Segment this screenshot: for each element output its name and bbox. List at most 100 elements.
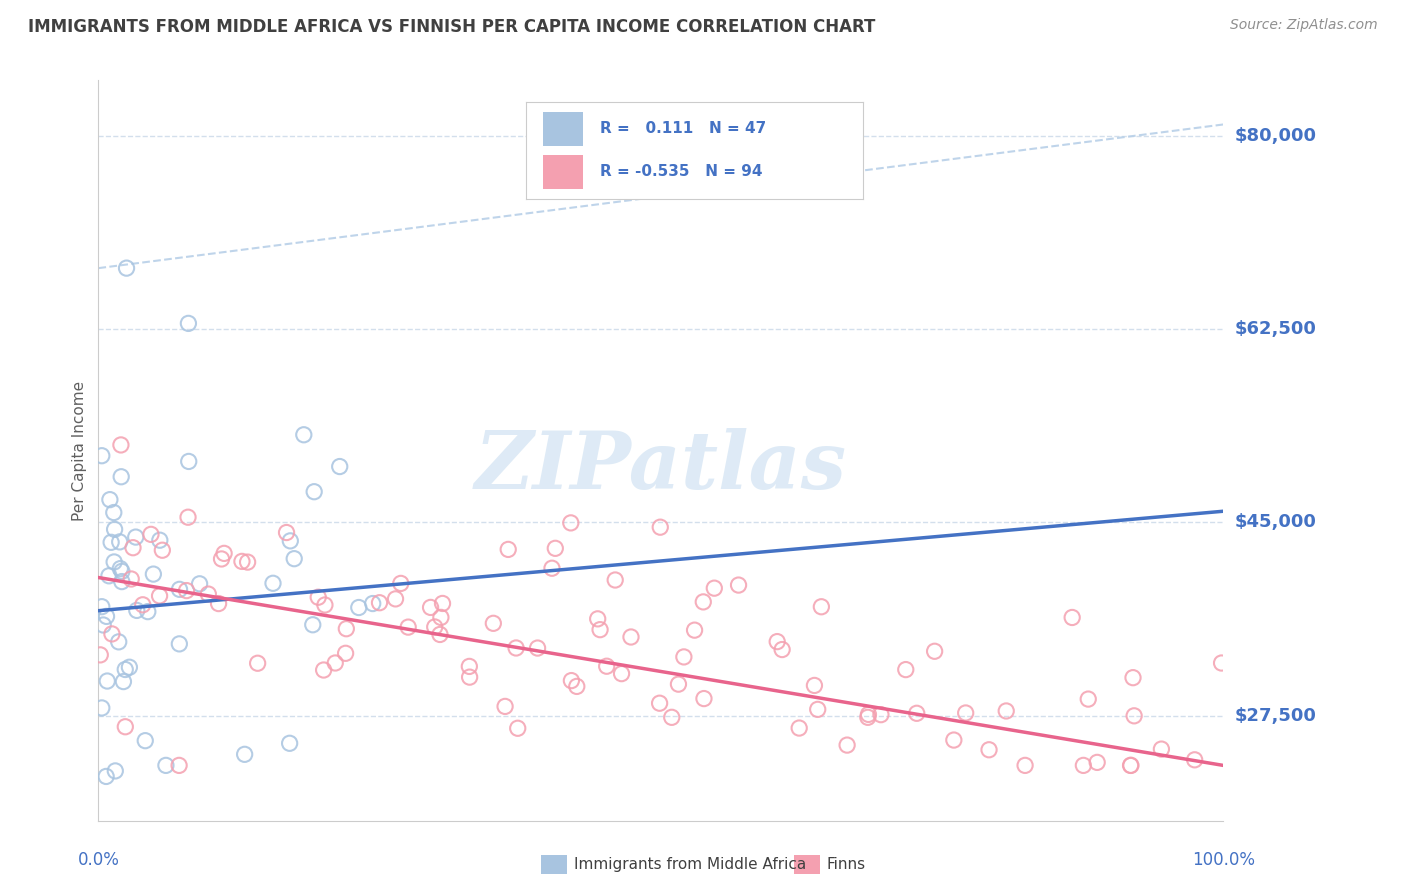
Point: [683, 623, 706, 637]
Point: [98, 492, 121, 507]
Point: [384, 591, 406, 606]
Point: [110, 438, 132, 452]
Point: [108, 534, 131, 549]
Point: [995, 704, 1018, 718]
Point: [1150, 742, 1173, 756]
Point: [693, 691, 716, 706]
Point: [278, 533, 301, 548]
Y-axis label: Per Capita Income: Per Capita Income: [72, 380, 87, 521]
Point: [905, 706, 928, 721]
Point: [323, 656, 346, 670]
Point: [118, 660, 141, 674]
Text: 100.0%: 100.0%: [1192, 851, 1254, 869]
Point: [942, 733, 965, 747]
Point: [560, 673, 582, 688]
Point: [1211, 656, 1233, 670]
Text: ZIPatlas: ZIPatlas: [475, 428, 846, 506]
Point: [396, 620, 419, 634]
Point: [262, 576, 284, 591]
Point: [610, 666, 633, 681]
Point: [122, 541, 145, 555]
Point: [283, 551, 305, 566]
Point: [541, 561, 564, 575]
Point: [110, 469, 132, 483]
Point: [1073, 758, 1095, 772]
Point: [211, 552, 233, 566]
Point: [977, 743, 1000, 757]
Point: [770, 642, 793, 657]
Point: [482, 616, 505, 631]
Text: 0.0%: 0.0%: [77, 851, 120, 869]
Point: [114, 720, 136, 734]
Point: [110, 561, 132, 575]
Point: [430, 610, 453, 624]
Point: [432, 597, 454, 611]
Point: [246, 657, 269, 671]
Point: [100, 535, 122, 549]
Point: [1184, 753, 1206, 767]
Point: [177, 317, 200, 331]
Point: [423, 620, 446, 634]
Point: [668, 677, 690, 691]
Point: [419, 600, 441, 615]
Point: [605, 573, 627, 587]
Point: [125, 530, 148, 544]
Point: [1077, 692, 1099, 706]
Point: [703, 581, 725, 595]
Point: [103, 555, 125, 569]
Point: [496, 542, 519, 557]
Point: [177, 454, 200, 468]
Point: [111, 574, 134, 589]
Point: [1085, 756, 1108, 770]
Point: [589, 623, 612, 637]
Point: [103, 506, 125, 520]
Point: [526, 641, 548, 656]
Point: [329, 459, 352, 474]
Point: [314, 598, 336, 612]
Point: [727, 578, 749, 592]
Point: [544, 541, 567, 556]
Point: [335, 622, 357, 636]
Point: [955, 706, 977, 720]
Point: [176, 583, 198, 598]
Point: [169, 637, 191, 651]
Point: [132, 598, 155, 612]
Point: [96, 609, 118, 624]
Point: [120, 572, 142, 586]
Point: [148, 589, 170, 603]
Point: [1062, 610, 1084, 624]
Point: [98, 569, 121, 583]
Point: [506, 721, 529, 735]
Point: [368, 596, 391, 610]
Point: [89, 648, 111, 662]
Point: [692, 595, 714, 609]
Text: $62,500: $62,500: [1234, 320, 1316, 338]
Text: IMMIGRANTS FROM MIDDLE AFRICA VS FINNISH PER CAPITA INCOME CORRELATION CHART: IMMIGRANTS FROM MIDDLE AFRICA VS FINNISH…: [28, 18, 876, 36]
Point: [231, 554, 253, 568]
Point: [96, 673, 118, 688]
Point: [803, 678, 825, 692]
Point: [924, 644, 946, 658]
Point: [1123, 708, 1146, 723]
Point: [837, 738, 859, 752]
Point: [90, 599, 112, 614]
Point: [1122, 671, 1144, 685]
Point: [856, 710, 879, 724]
Point: [766, 634, 789, 648]
Point: [90, 449, 112, 463]
Point: [142, 567, 165, 582]
Point: [565, 680, 588, 694]
Point: [101, 627, 124, 641]
Point: [150, 543, 173, 558]
Point: [1014, 758, 1036, 772]
Point: [301, 617, 323, 632]
Point: [810, 599, 832, 614]
Point: [236, 555, 259, 569]
Point: [125, 603, 148, 617]
Point: [207, 597, 229, 611]
Text: $45,000: $45,000: [1234, 513, 1316, 532]
Point: [505, 640, 527, 655]
Point: [1119, 758, 1142, 772]
Point: [312, 663, 335, 677]
Point: [807, 702, 830, 716]
